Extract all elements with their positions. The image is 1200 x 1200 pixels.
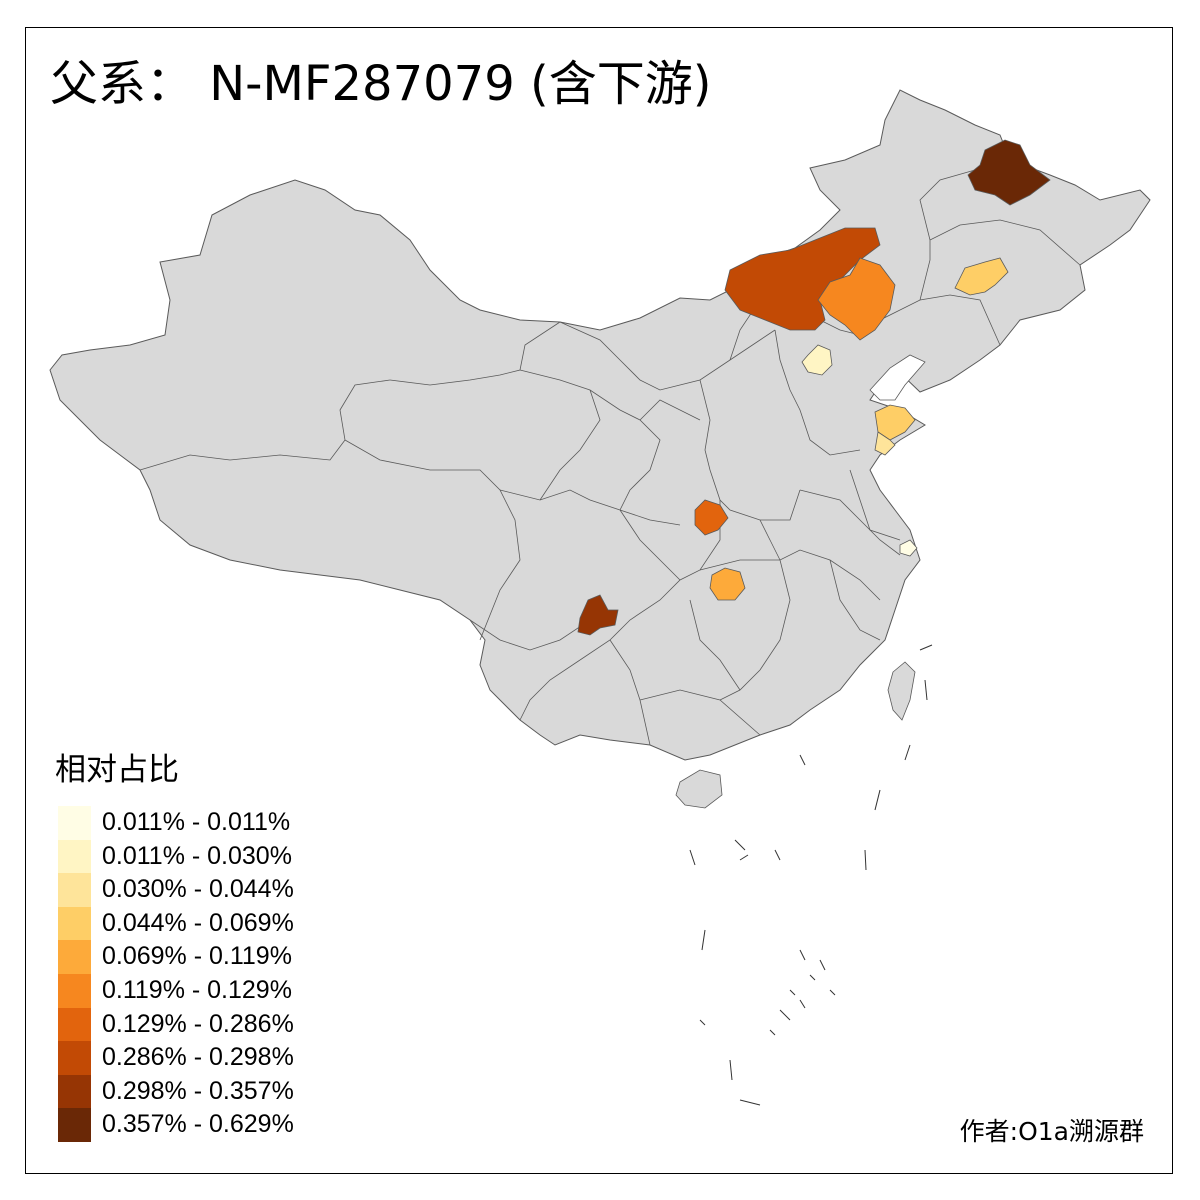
bohai-sea	[869, 354, 926, 401]
legend-label: 0.044% - 0.069%	[102, 908, 294, 937]
legend-label: 0.119% - 0.129%	[102, 975, 292, 1004]
legend-label: 0.286% - 0.298%	[102, 1043, 294, 1072]
region-jilin-central	[954, 257, 1009, 296]
region-shaanxi-south	[694, 499, 729, 536]
taiwan	[887, 661, 916, 721]
region-shanghai	[899, 539, 918, 557]
region-hubei-west	[709, 567, 746, 601]
highlighted-regions	[577, 139, 1051, 636]
legend-label: 0.030% - 0.044%	[102, 875, 294, 904]
legend-swatch	[58, 1108, 91, 1142]
legend-label: 0.069% - 0.119%	[102, 942, 292, 971]
map-title: 父系： N-MF287079 (含下游)	[50, 56, 712, 112]
legend-swatch	[58, 1007, 91, 1042]
legend-swatch	[58, 1041, 91, 1075]
legend-swatch	[58, 973, 91, 1008]
region-beijing	[801, 344, 833, 376]
legend-swatch	[58, 806, 91, 840]
legend-label: 0.011% - 0.030%	[102, 841, 292, 870]
province-borders	[139, 159, 1081, 746]
legend-label: 0.129% - 0.286%	[102, 1009, 294, 1038]
legend-swatch	[58, 1074, 91, 1109]
legend-title: 相对占比	[55, 752, 179, 788]
legend-label: 0.011% - 0.011%	[102, 808, 291, 836]
author-credit: 作者:O1a溯源群	[959, 1117, 1144, 1146]
south-china-sea-islands	[689, 644, 933, 1106]
region-inner-mongolia-east	[817, 257, 896, 341]
legend-swatch	[58, 940, 91, 974]
hainan	[675, 769, 723, 809]
region-yunnan-northwest	[577, 594, 619, 636]
legend-swatch	[58, 873, 91, 907]
legend-label: 0.298% - 0.357%	[102, 1076, 294, 1105]
legend-swatch	[58, 839, 91, 874]
legend-swatch	[58, 906, 91, 941]
region-shandong-southeast	[874, 431, 896, 456]
legend-label: 0.357% - 0.629%	[102, 1110, 294, 1139]
mainland-china	[49, 89, 1151, 761]
region-heilongjiang-north	[967, 139, 1051, 206]
